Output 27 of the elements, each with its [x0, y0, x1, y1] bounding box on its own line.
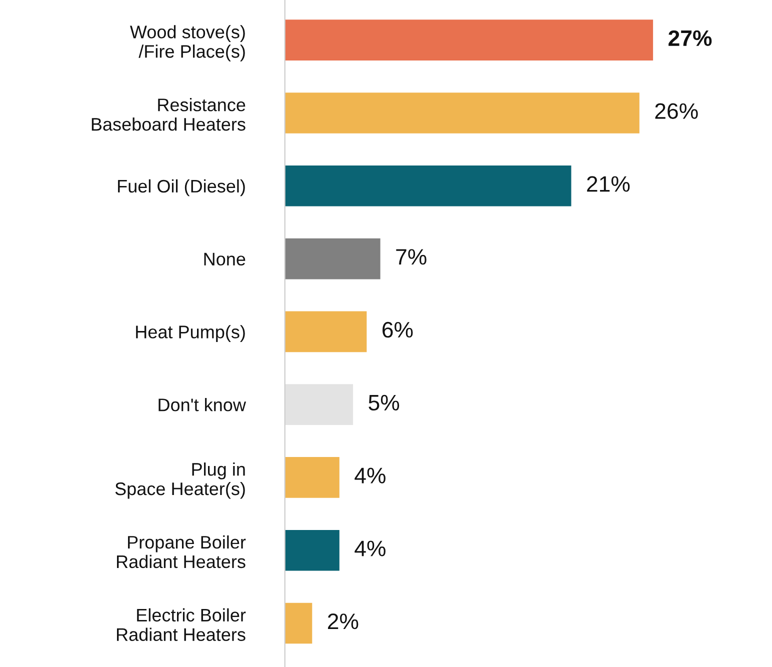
bar	[284, 530, 340, 571]
bar	[284, 311, 367, 352]
y-tick-label: Heat Pump(s)	[136, 325, 245, 342]
y-tick-label: Electric Boiler Radiant Heaters	[117, 608, 246, 642]
data-label: 2%	[328, 613, 358, 630]
data-label: 6%	[382, 322, 413, 338]
bar	[284, 238, 380, 280]
y-tick-label: Plug in Space Heater(s)	[115, 462, 245, 499]
y-tick-label: Wood stove(s) /Fire Place(s)	[130, 25, 245, 62]
data-label: 27%	[668, 30, 712, 46]
y-tick-label: Don't know	[158, 398, 246, 412]
bar	[284, 457, 340, 498]
bar	[284, 92, 640, 134]
bar	[284, 165, 572, 206]
data-label: 4%	[354, 540, 386, 556]
bar	[284, 384, 354, 425]
y-tick-label: None	[204, 252, 246, 266]
y-tick-label: Fuel Oil (Diesel)	[118, 179, 245, 196]
y-tick-label: Resistance Baseboard Heaters	[92, 98, 246, 131]
y-tick-label: Propane Boiler Radiant Heaters	[117, 535, 246, 568]
data-label: 21%	[587, 176, 630, 192]
data-label: 7%	[396, 249, 426, 265]
bar	[284, 20, 654, 61]
data-label: 4%	[354, 468, 386, 484]
data-label: 26%	[655, 103, 698, 119]
bar	[284, 602, 312, 644]
data-label: 5%	[368, 394, 400, 411]
